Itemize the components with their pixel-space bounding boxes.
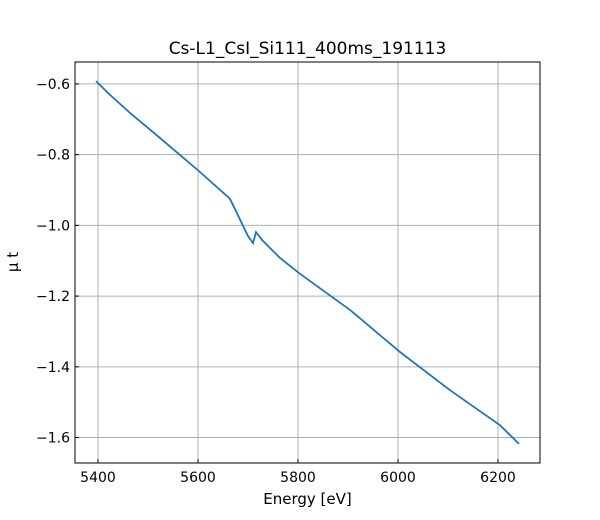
data-line xyxy=(95,80,520,445)
chart-title: Cs-L1_CsI_Si111_400ms_191113 xyxy=(169,39,447,59)
y-axis-label: μ t xyxy=(4,252,22,272)
x-tick-label: 6200 xyxy=(480,470,516,486)
x-tick-label: 5800 xyxy=(280,470,316,486)
y-tick-label: −0.8 xyxy=(36,148,70,164)
ticks: 5400 5600 5800 6000 6200 −0.6 −0.8 −1.0 −1.2 −1.4… xyxy=(36,77,516,486)
y-tick-label: −0.6 xyxy=(36,77,70,93)
x-axis-label: Energy [eV] xyxy=(263,490,351,508)
plot-frame xyxy=(74,61,541,464)
x-tick-label: 6000 xyxy=(380,470,416,486)
y-tick-label: −1.0 xyxy=(36,218,70,234)
y-tick-label: −1.6 xyxy=(36,431,70,447)
y-tick-label: −1.4 xyxy=(36,360,70,376)
x-tick-label: 5400 xyxy=(80,470,116,486)
y-tick-label: −1.2 xyxy=(36,289,70,305)
grid xyxy=(75,62,540,463)
x-tick-label: 5600 xyxy=(180,470,216,486)
